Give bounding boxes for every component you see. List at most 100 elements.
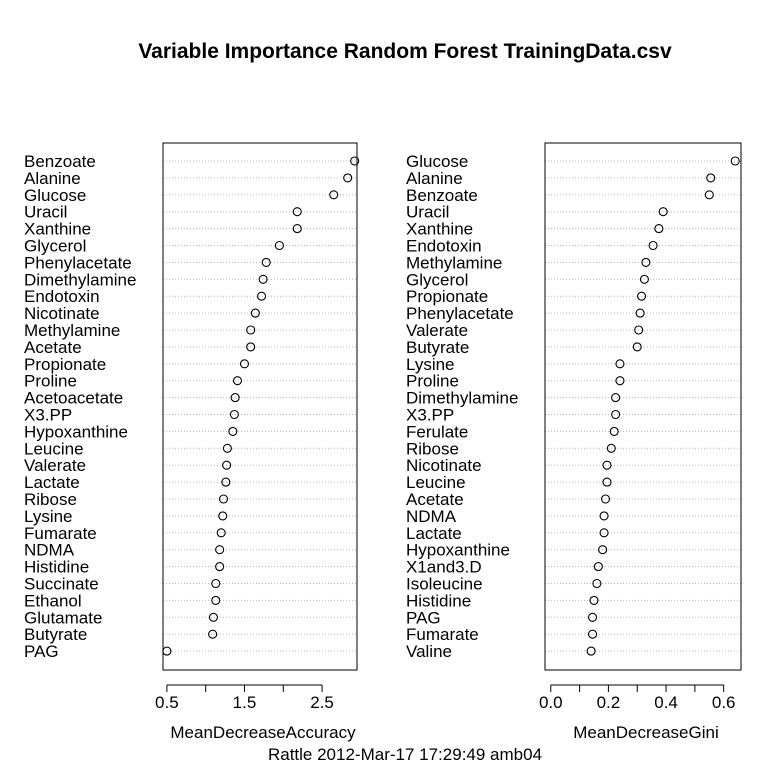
importance-point bbox=[229, 409, 239, 420]
variable-label: Propionate bbox=[24, 355, 106, 374]
importance-point bbox=[611, 409, 621, 420]
importance-point bbox=[232, 376, 243, 386]
variable-label: Glutamate bbox=[24, 608, 102, 627]
importance-point bbox=[350, 156, 360, 166]
variable-label: Succinate bbox=[24, 575, 99, 594]
x-tick-label: 0.4 bbox=[654, 693, 678, 712]
importance-point bbox=[588, 629, 598, 639]
variable-label: Isoleucine bbox=[406, 575, 483, 594]
importance-point bbox=[215, 545, 225, 555]
variable-label: Acetate bbox=[406, 490, 464, 509]
variable-label: Valerate bbox=[406, 321, 468, 340]
importance-point bbox=[215, 562, 225, 572]
variable-label: X1and3.D bbox=[406, 558, 482, 577]
variable-label: Ribose bbox=[24, 490, 77, 509]
x-tick-label: 2.5 bbox=[310, 693, 334, 712]
variable-label: Butyrate bbox=[406, 338, 469, 357]
variable-label: Hypoxanthine bbox=[406, 541, 510, 560]
variable-label: Leucine bbox=[406, 473, 466, 492]
importance-point bbox=[615, 359, 625, 369]
chart-title: Variable Importance Random Forest Traini… bbox=[138, 40, 672, 63]
x-tick-label: 0.5 bbox=[155, 693, 179, 712]
plot-frame bbox=[544, 142, 742, 671]
importance-point bbox=[329, 190, 339, 200]
importance-point bbox=[593, 562, 603, 572]
importance-point bbox=[211, 595, 221, 605]
variable-label: Fumarate bbox=[24, 524, 97, 543]
x-tick-label: 1.5 bbox=[233, 693, 257, 712]
variable-label: Uracil bbox=[406, 203, 449, 222]
importance-point bbox=[228, 426, 238, 436]
variable-label: Benzoate bbox=[406, 186, 478, 205]
variable-label: Methylamine bbox=[24, 321, 120, 340]
importance-point bbox=[704, 190, 714, 200]
importance-point bbox=[208, 612, 218, 622]
variable-label: Dimethylamine bbox=[406, 389, 518, 408]
variable-label: Glycerol bbox=[24, 237, 86, 256]
importance-point bbox=[292, 207, 302, 217]
variable-label: Valerate bbox=[24, 456, 86, 475]
variable-label: Dimethylamine bbox=[24, 270, 136, 289]
importance-point bbox=[246, 342, 256, 352]
importance-point bbox=[598, 545, 608, 555]
variable-label: NDMA bbox=[406, 507, 457, 526]
x-axis-title: MeanDecreaseAccuracy bbox=[170, 723, 356, 742]
importance-point bbox=[222, 460, 232, 470]
variable-label: Glucose bbox=[406, 152, 468, 171]
importance-point bbox=[246, 325, 256, 335]
variable-label: Phenylacetate bbox=[24, 253, 132, 272]
importance-point bbox=[658, 207, 668, 217]
variable-label: Endotoxin bbox=[406, 237, 482, 256]
x-axis-title: MeanDecreaseGini bbox=[573, 723, 719, 742]
importance-point bbox=[258, 274, 268, 284]
importance-point bbox=[599, 511, 609, 521]
variable-label: Benzoate bbox=[24, 152, 96, 171]
importance-point bbox=[274, 240, 284, 251]
variable-label: Propionate bbox=[406, 287, 488, 306]
variable-label: Histidine bbox=[406, 591, 471, 610]
importance-point bbox=[230, 393, 240, 403]
variable-label: Hypoxanthine bbox=[24, 422, 128, 441]
importance-point bbox=[257, 291, 267, 301]
importance-point bbox=[654, 224, 664, 234]
variable-label: Ethanol bbox=[24, 591, 82, 610]
importance-point bbox=[599, 528, 609, 538]
importance-point bbox=[606, 443, 616, 453]
variable-label: X3.PP bbox=[24, 406, 72, 425]
accuracy-panel: BenzoateAlanineGlucoseUracilXanthineGlyc… bbox=[24, 142, 360, 742]
variable-label: Ferulate bbox=[406, 422, 468, 441]
importance-point bbox=[635, 308, 645, 318]
x-tick-label: 0.2 bbox=[597, 693, 621, 712]
variable-label: Valine bbox=[406, 642, 452, 661]
importance-point bbox=[218, 511, 228, 521]
importance-point bbox=[586, 646, 596, 656]
importance-point bbox=[211, 578, 221, 589]
importance-point bbox=[588, 612, 598, 622]
importance-point bbox=[218, 494, 229, 504]
variable-label: Proline bbox=[24, 372, 77, 391]
importance-point bbox=[639, 274, 649, 284]
importance-point bbox=[632, 342, 642, 352]
variable-label: Acetate bbox=[24, 338, 82, 357]
importance-point bbox=[600, 494, 611, 504]
importance-point bbox=[239, 359, 250, 369]
footer-caption: Rattle 2012-Mar-17 17:29:49 amb04 bbox=[268, 745, 542, 764]
variable-label: Phenylacetate bbox=[406, 304, 514, 323]
variable-label: PAG bbox=[24, 642, 59, 661]
variable-label: Histidine bbox=[24, 558, 89, 577]
importance-point bbox=[261, 257, 271, 267]
variable-label: Lysine bbox=[406, 355, 455, 374]
variable-label: Lysine bbox=[24, 507, 73, 526]
importance-point bbox=[162, 646, 172, 656]
importance-point bbox=[609, 426, 619, 436]
variable-label: Ribose bbox=[406, 439, 459, 458]
importance-point bbox=[221, 477, 231, 487]
variable-label: NDMA bbox=[24, 541, 75, 560]
variable-label: Lactate bbox=[406, 524, 462, 543]
importance-point bbox=[250, 308, 260, 318]
importance-point bbox=[730, 156, 740, 166]
variable-label: Uracil bbox=[24, 203, 67, 222]
variable-label: Glycerol bbox=[406, 270, 468, 289]
importance-point bbox=[592, 578, 602, 589]
importance-point bbox=[634, 325, 644, 335]
